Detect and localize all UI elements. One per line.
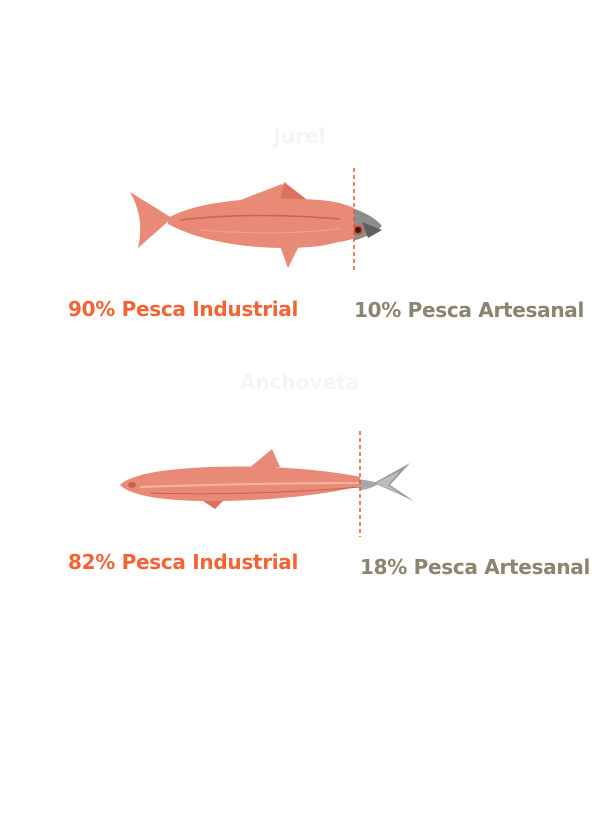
anchoveta-industrial-label: 82% Pesca Industrial	[68, 550, 298, 574]
jurel-industrial-share	[130, 182, 354, 268]
anchoveta-artesanal-label: 18% Pesca Artesanal	[360, 555, 590, 579]
jurel-industrial-text: Pesca Industrial	[114, 297, 299, 321]
jurel-artesanal-text: Pesca Artesanal	[400, 298, 585, 322]
jurel-industrial-label: 90% Pesca Industrial	[68, 297, 298, 321]
jurel-artesanal-value: 10%	[354, 298, 401, 322]
anchoveta-fish-chart	[120, 431, 414, 537]
anchoveta-industrial-text: Pesca Industrial	[114, 550, 299, 574]
jurel-artesanal-share	[354, 208, 382, 241]
jurel-fish-chart	[130, 168, 382, 272]
jurel-artesanal-label: 10% Pesca Artesanal	[354, 298, 584, 322]
anchoveta-title: Anchoveta	[239, 370, 360, 394]
anchoveta-industrial-share	[120, 449, 360, 509]
jurel-industrial-value: 90%	[68, 297, 115, 321]
anchoveta-artesanal-value: 18%	[360, 555, 407, 579]
jurel-title: Jurel	[273, 124, 326, 148]
anchoveta-artesanal-share	[360, 463, 414, 501]
anchoveta-artesanal-text: Pesca Artesanal	[406, 555, 591, 579]
anchoveta-industrial-value: 82%	[68, 550, 115, 574]
